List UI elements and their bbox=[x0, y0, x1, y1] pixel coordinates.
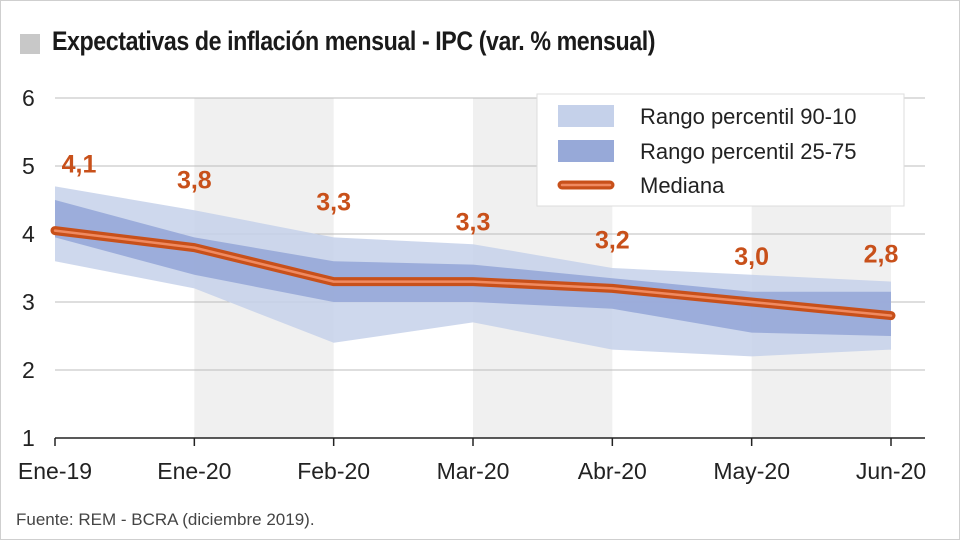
median-line bbox=[50, 226, 896, 321]
legend-swatch-25-75 bbox=[558, 140, 614, 162]
data-label: 3,8 bbox=[177, 167, 212, 195]
chart-title: Expectativas de inflación mensual - IPC … bbox=[52, 26, 656, 56]
y-tick-label: 5 bbox=[22, 153, 35, 179]
y-tick-label: 1 bbox=[22, 425, 35, 451]
y-tick-label: 3 bbox=[22, 289, 35, 315]
x-tick-label: Abr-20 bbox=[578, 458, 647, 484]
x-tick-label: May-20 bbox=[713, 458, 790, 484]
data-label: 3,3 bbox=[316, 189, 351, 217]
legend: Rango percentil 90-10 Rango percentil 25-… bbox=[536, 93, 905, 207]
y-tick-label: 6 bbox=[22, 85, 35, 111]
data-label: 2,8 bbox=[864, 241, 899, 269]
legend-swatch-90-10 bbox=[558, 105, 614, 127]
data-label: 4,1 bbox=[62, 151, 97, 179]
data-label: 3,0 bbox=[734, 243, 769, 271]
x-tick-label: Ene-19 bbox=[18, 458, 92, 484]
y-tick-label: 4 bbox=[22, 221, 35, 247]
x-tick-label: Ene-20 bbox=[157, 458, 231, 484]
median-line-highlight bbox=[53, 229, 893, 317]
x-tick-label: Feb-20 bbox=[297, 458, 370, 484]
data-label: 3,2 bbox=[595, 226, 630, 254]
source-note: Fuente: REM - BCRA (diciembre 2019). bbox=[16, 510, 315, 529]
range-25-75-band bbox=[55, 200, 891, 336]
legend-label: Rango percentil 25-75 bbox=[640, 139, 856, 164]
data-labels: 4,1 3,8 3,3 3,3 3,2 3,0 2,8 bbox=[62, 151, 899, 271]
legend-label: Rango percentil 90-10 bbox=[640, 104, 856, 129]
range-25-75-area bbox=[55, 200, 891, 336]
y-tick-label: 2 bbox=[22, 357, 35, 383]
x-tick-label: Jun-20 bbox=[856, 458, 926, 484]
axes: 1 2 3 4 5 6 Ene-19 Ene-20 Feb-20 Mar-20 Abr-20 May-… bbox=[18, 85, 926, 484]
x-tick-label: Mar-20 bbox=[437, 458, 510, 484]
data-label: 3,3 bbox=[456, 209, 491, 237]
legend-label: Mediana bbox=[640, 173, 725, 198]
title-marker bbox=[20, 34, 40, 54]
